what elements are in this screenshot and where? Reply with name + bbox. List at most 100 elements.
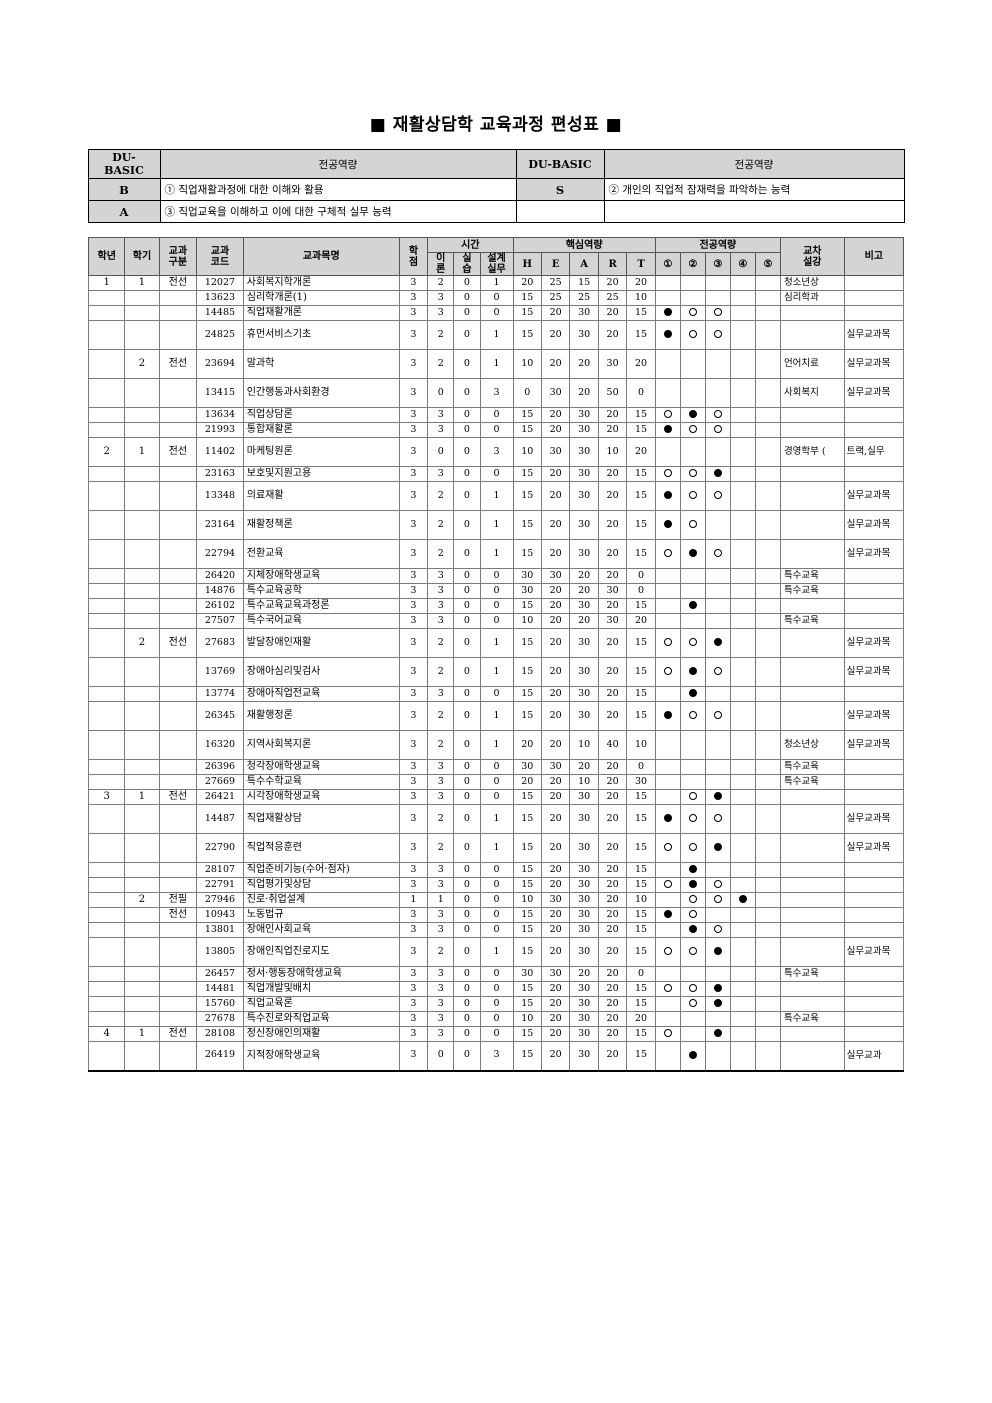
cell-practice: 0	[453, 996, 481, 1012]
cell-major-4	[729, 422, 756, 438]
cell-core-a: 30	[569, 539, 599, 569]
cell-major-2	[679, 1026, 706, 1042]
cell-cross-listing	[779, 598, 845, 614]
cell-major-4	[729, 290, 756, 306]
cell-design: 0	[479, 862, 514, 878]
cell-semester	[124, 305, 160, 321]
legend-key-a: A	[87, 200, 161, 223]
cell-semester	[124, 730, 160, 760]
cell-major-4	[729, 789, 756, 805]
cell-major-2	[679, 937, 706, 967]
cell-core-h: 20	[512, 774, 542, 790]
cell-design: 0	[479, 290, 514, 306]
cell-design: 1	[479, 657, 514, 687]
cell-cross-listing	[779, 937, 845, 967]
cell-major-1	[654, 862, 681, 878]
cell-semester	[124, 907, 160, 923]
cell-core-a: 30	[569, 407, 599, 423]
cell-major-4	[729, 320, 756, 350]
cell-core-t: 15	[626, 481, 656, 511]
table-row: 24825 휴먼서비스기초 3 2 0 1 15 20 30 20 15 실무교과목	[87, 320, 905, 350]
cell-theory: 0	[427, 437, 455, 467]
cell-semester: 1	[124, 1026, 160, 1042]
cell-course-name: 휴먼서비스기초	[242, 320, 400, 350]
legend-row: A ③ 직업교육을 이해하고 이에 대한 구체적 실무 능력	[87, 200, 905, 223]
cell-core-a: 30	[569, 628, 599, 658]
cell-cross-listing	[779, 305, 845, 321]
cell-semester	[124, 481, 160, 511]
cell-major-2	[679, 996, 706, 1012]
cell-core-t: 30	[626, 774, 656, 790]
legend-col4-header: 전공역량	[603, 149, 905, 179]
cell-division	[158, 613, 198, 629]
cell-practice: 0	[453, 1041, 481, 1072]
cell-course-name: 말과학	[242, 349, 400, 379]
open-circle-icon	[713, 925, 722, 934]
th-design: 설계 실무	[479, 252, 514, 276]
cell-course-name: 특수교육교육과정론	[242, 598, 400, 614]
cell-cross-listing	[779, 907, 845, 923]
cell-major-2	[679, 804, 706, 834]
cell-practice: 0	[453, 583, 481, 599]
legend-blank-1	[515, 200, 605, 223]
cell-core-t: 15	[626, 981, 656, 997]
cell-major-4	[729, 996, 756, 1012]
cell-theory: 2	[427, 481, 455, 511]
cell-major-4	[729, 774, 756, 790]
cell-credit: 3	[398, 378, 429, 408]
cell-core-t: 15	[626, 407, 656, 423]
cell-year: 1	[87, 275, 126, 291]
open-circle-icon	[713, 895, 722, 904]
legend-key-s: S	[515, 178, 605, 201]
cell-course-code: 26102	[196, 598, 244, 614]
cell-practice: 0	[453, 701, 481, 731]
cell-core-a: 30	[569, 981, 599, 997]
th-major-5: ⑤	[754, 252, 781, 276]
cell-major-5	[754, 628, 781, 658]
cell-course-code: 24825	[196, 320, 244, 350]
cell-credit: 3	[398, 466, 429, 482]
th-core-h: H	[512, 252, 542, 276]
cell-division	[158, 996, 198, 1012]
cell-remark	[843, 275, 905, 291]
cell-division	[158, 774, 198, 790]
cell-design: 3	[479, 1041, 514, 1072]
cell-major-5	[754, 378, 781, 408]
cell-major-5	[754, 701, 781, 731]
cell-year	[87, 701, 126, 731]
filled-circle-icon	[663, 425, 672, 434]
legend-col1-header: DU-BASIC	[87, 149, 161, 179]
cell-cross-listing: 청소년상	[779, 275, 845, 291]
open-circle-icon	[688, 520, 697, 529]
cell-core-t: 15	[626, 804, 656, 834]
table-row: 16320 지역사회복지론 3 2 0 1 20 20 10 40 10 청소년상 실무교과목	[87, 730, 905, 760]
cell-remark	[843, 568, 905, 584]
cell-major-5	[754, 1041, 781, 1072]
cell-design: 0	[479, 305, 514, 321]
cell-remark: 실무교과목	[843, 833, 905, 863]
cell-major-3	[704, 305, 731, 321]
cell-remark: 실무교과목	[843, 701, 905, 731]
cell-course-code: 14485	[196, 305, 244, 321]
cell-course-name: 장애인사회교육	[242, 922, 400, 938]
cell-remark: 실무교과목	[843, 657, 905, 687]
cell-practice: 0	[453, 481, 481, 511]
table-row: 13769 장애아심리및검사 3 2 0 1 15 20 30 20 15 실무교과목	[87, 657, 905, 687]
cell-semester	[124, 937, 160, 967]
cell-course-code: 26420	[196, 568, 244, 584]
table-row: 23164 재활정책론 3 2 0 1 15 20 30 20 15 실무교과목	[87, 510, 905, 540]
cell-major-3	[704, 349, 731, 379]
cell-core-a: 10	[569, 774, 599, 790]
cell-core-a: 30	[569, 510, 599, 540]
cell-practice: 0	[453, 290, 481, 306]
cell-major-3	[704, 804, 731, 834]
cell-credit: 3	[398, 407, 429, 423]
cell-cross-listing	[779, 1026, 845, 1042]
table-row: 13774 장애아직업전교육 3 3 0 0 15 20 30 20 15	[87, 686, 905, 702]
cell-core-r: 20	[597, 568, 628, 584]
cell-division	[158, 290, 198, 306]
cell-major-3	[704, 966, 731, 982]
filled-circle-icon	[713, 999, 722, 1008]
cell-major-1	[654, 1011, 681, 1027]
cell-course-code: 28108	[196, 1026, 244, 1042]
